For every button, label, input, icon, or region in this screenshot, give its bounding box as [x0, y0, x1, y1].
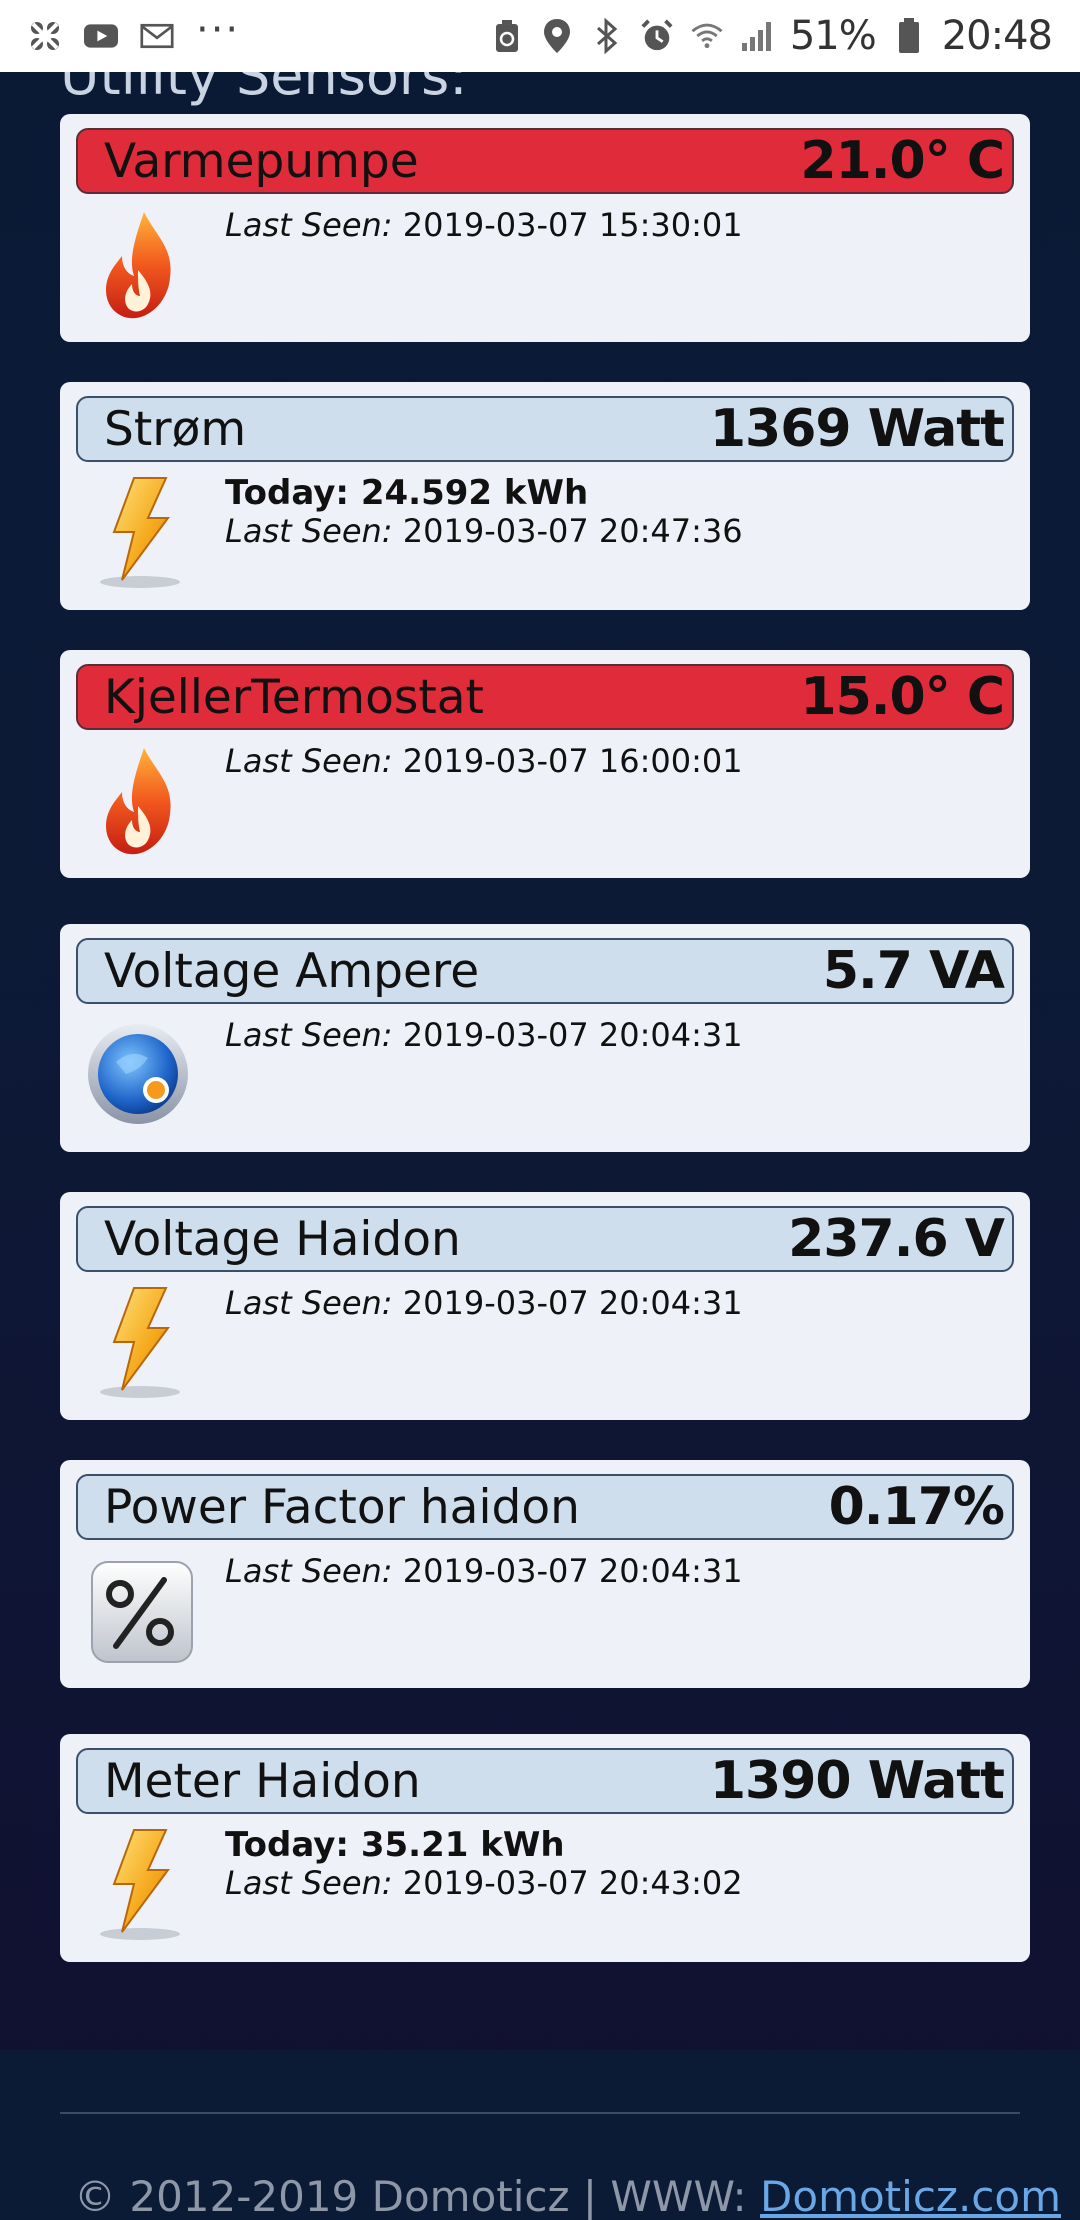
device-value: 1369 Watt: [709, 399, 1005, 459]
today-usage: Today: 24.592 kWh: [225, 473, 589, 513]
last-seen-label: Last Seen:: [225, 1864, 393, 1902]
location-icon: [540, 19, 574, 53]
footer: © 2012-2019 Domoticz | WWW: Domoticz.com: [0, 2050, 1080, 2220]
device-value: 0.17%: [828, 1477, 1005, 1537]
device-card-strom[interactable]: Strøm 1369 Watt Today: 24.592 kWh Last S…: [60, 382, 1030, 610]
device-header[interactable]: KjellerTermostat 15.0° C: [76, 664, 1014, 730]
app-icon: [28, 19, 62, 53]
device-card-varmepumpe[interactable]: Varmepumpe 21.0° C Last Seen: 2019-03-07…: [60, 114, 1030, 342]
last-seen-value: 2019-03-07 20:04:31: [402, 1552, 743, 1590]
last-seen: Last Seen: 2019-03-07 20:04:31: [225, 1016, 743, 1054]
last-seen-label: Last Seen:: [225, 206, 393, 244]
alarm-icon: [640, 19, 674, 53]
device-value: 21.0° C: [800, 131, 1005, 191]
last-seen: Last Seen: 2019-03-07 20:43:02: [225, 1864, 743, 1902]
last-seen: Last Seen: 2019-03-07 20:04:31: [225, 1284, 743, 1322]
device-name: Strøm: [104, 401, 247, 457]
device-header[interactable]: Varmepumpe 21.0° C: [76, 128, 1014, 194]
device-info: Last Seen: 2019-03-07 16:00:01: [225, 742, 743, 780]
footer-copyright: © 2012-2019 Domoticz | WWW: Domoticz.com: [74, 2172, 1061, 2220]
bluetooth-icon: [590, 18, 624, 54]
device-name: Varmepumpe: [104, 133, 419, 189]
percent-icon[interactable]: [86, 1554, 194, 1670]
device-name: KjellerTermostat: [104, 669, 484, 725]
device-name: Voltage Ampere: [104, 943, 480, 999]
battery-icon: [892, 18, 926, 53]
wifi-icon: [690, 19, 724, 53]
last-seen: Last Seen: 2019-03-07 15:30:01: [225, 206, 743, 244]
device-header[interactable]: Power Factor haidon 0.17%: [76, 1474, 1014, 1540]
clock: 20:48: [941, 13, 1053, 59]
device-card-kjellertermostat[interactable]: KjellerTermostat 15.0° C Last Seen: 2019…: [60, 650, 1030, 878]
mail-icon: [140, 19, 174, 53]
lightning-icon[interactable]: [86, 1286, 194, 1402]
last-seen-value: 2019-03-07 20:43:02: [402, 1864, 743, 1902]
device-info: Last Seen: 2019-03-07 15:30:01: [225, 206, 743, 244]
device-header[interactable]: Voltage Haidon 237.6 V: [76, 1206, 1014, 1272]
device-info: Today: 35.21 kWh Last Seen: 2019-03-07 2…: [225, 1826, 743, 1902]
last-seen-label: Last Seen:: [225, 1284, 393, 1322]
device-info: Last Seen: 2019-03-07 20:04:31: [225, 1016, 743, 1054]
device-value: 5.7 VA: [822, 941, 1005, 1001]
lightning-icon[interactable]: [86, 1828, 194, 1944]
youtube-icon: [84, 19, 118, 53]
domoticz-link[interactable]: Domoticz.com: [760, 2172, 1062, 2220]
last-seen-label: Last Seen:: [225, 1552, 393, 1590]
copyright-text: © 2012-2019 Domoticz | WWW:: [74, 2172, 761, 2220]
last-seen-value: 2019-03-07 15:30:01: [402, 206, 743, 244]
last-seen: Last Seen: 2019-03-07 20:04:31: [225, 1552, 743, 1590]
device-info: Last Seen: 2019-03-07 20:04:31: [225, 1552, 743, 1590]
device-name: Meter Haidon: [104, 1753, 421, 1809]
battery-percent: 51%: [789, 13, 877, 59]
device-value: 237.6 V: [788, 1209, 1005, 1269]
device-name: Power Factor haidon: [104, 1479, 580, 1535]
flame-icon[interactable]: [86, 744, 194, 860]
device-info: Today: 24.592 kWh Last Seen: 2019-03-07 …: [225, 474, 743, 550]
last-seen: Last Seen: 2019-03-07 16:00:01: [225, 742, 743, 780]
device-card-meter-haidon[interactable]: Meter Haidon 1390 Watt Today: 35.21 kWh …: [60, 1734, 1030, 1962]
flame-icon[interactable]: [86, 208, 194, 324]
custom-sensor-icon[interactable]: [86, 1018, 194, 1134]
last-seen-label: Last Seen:: [225, 1016, 393, 1054]
device-card-power-factor-haidon[interactable]: Power Factor haidon 0.17% Last Seen: 201…: [60, 1460, 1030, 1688]
device-info: Last Seen: 2019-03-07 20:04:31: [225, 1284, 743, 1322]
last-seen-label: Last Seen:: [225, 742, 393, 780]
last-seen-label: Last Seen:: [225, 512, 393, 550]
last-seen-value: 2019-03-07 16:00:01: [402, 742, 743, 780]
signal-icon: [740, 19, 774, 53]
last-seen: Last Seen: 2019-03-07 20:47:36: [225, 512, 743, 550]
device-card-voltage-ampere[interactable]: Voltage Ampere 5.7 VA Last Seen: 2019-03…: [60, 924, 1030, 1152]
more-icon: ···: [196, 7, 241, 53]
lightning-icon[interactable]: [86, 476, 194, 592]
last-seen-value: 2019-03-07 20:04:31: [402, 1016, 743, 1054]
device-header[interactable]: Strøm 1369 Watt: [76, 396, 1014, 462]
device-header[interactable]: Voltage Ampere 5.7 VA: [76, 938, 1014, 1004]
device-value: 1390 Watt: [709, 1751, 1005, 1811]
battery-saver-icon: [490, 19, 524, 53]
device-value: 15.0° C: [800, 667, 1005, 727]
device-card-voltage-haidon[interactable]: Voltage Haidon 237.6 V Last Seen: 2019-0…: [60, 1192, 1030, 1420]
device-header[interactable]: Meter Haidon 1390 Watt: [76, 1748, 1014, 1814]
today-usage: Today: 35.21 kWh: [225, 1825, 565, 1865]
last-seen-value: 2019-03-07 20:04:31: [402, 1284, 743, 1322]
device-name: Voltage Haidon: [104, 1211, 461, 1267]
status-bar: ··· 51% 20:48: [0, 0, 1080, 72]
footer-divider: [60, 2112, 1020, 2114]
last-seen-value: 2019-03-07 20:47:36: [402, 512, 743, 550]
